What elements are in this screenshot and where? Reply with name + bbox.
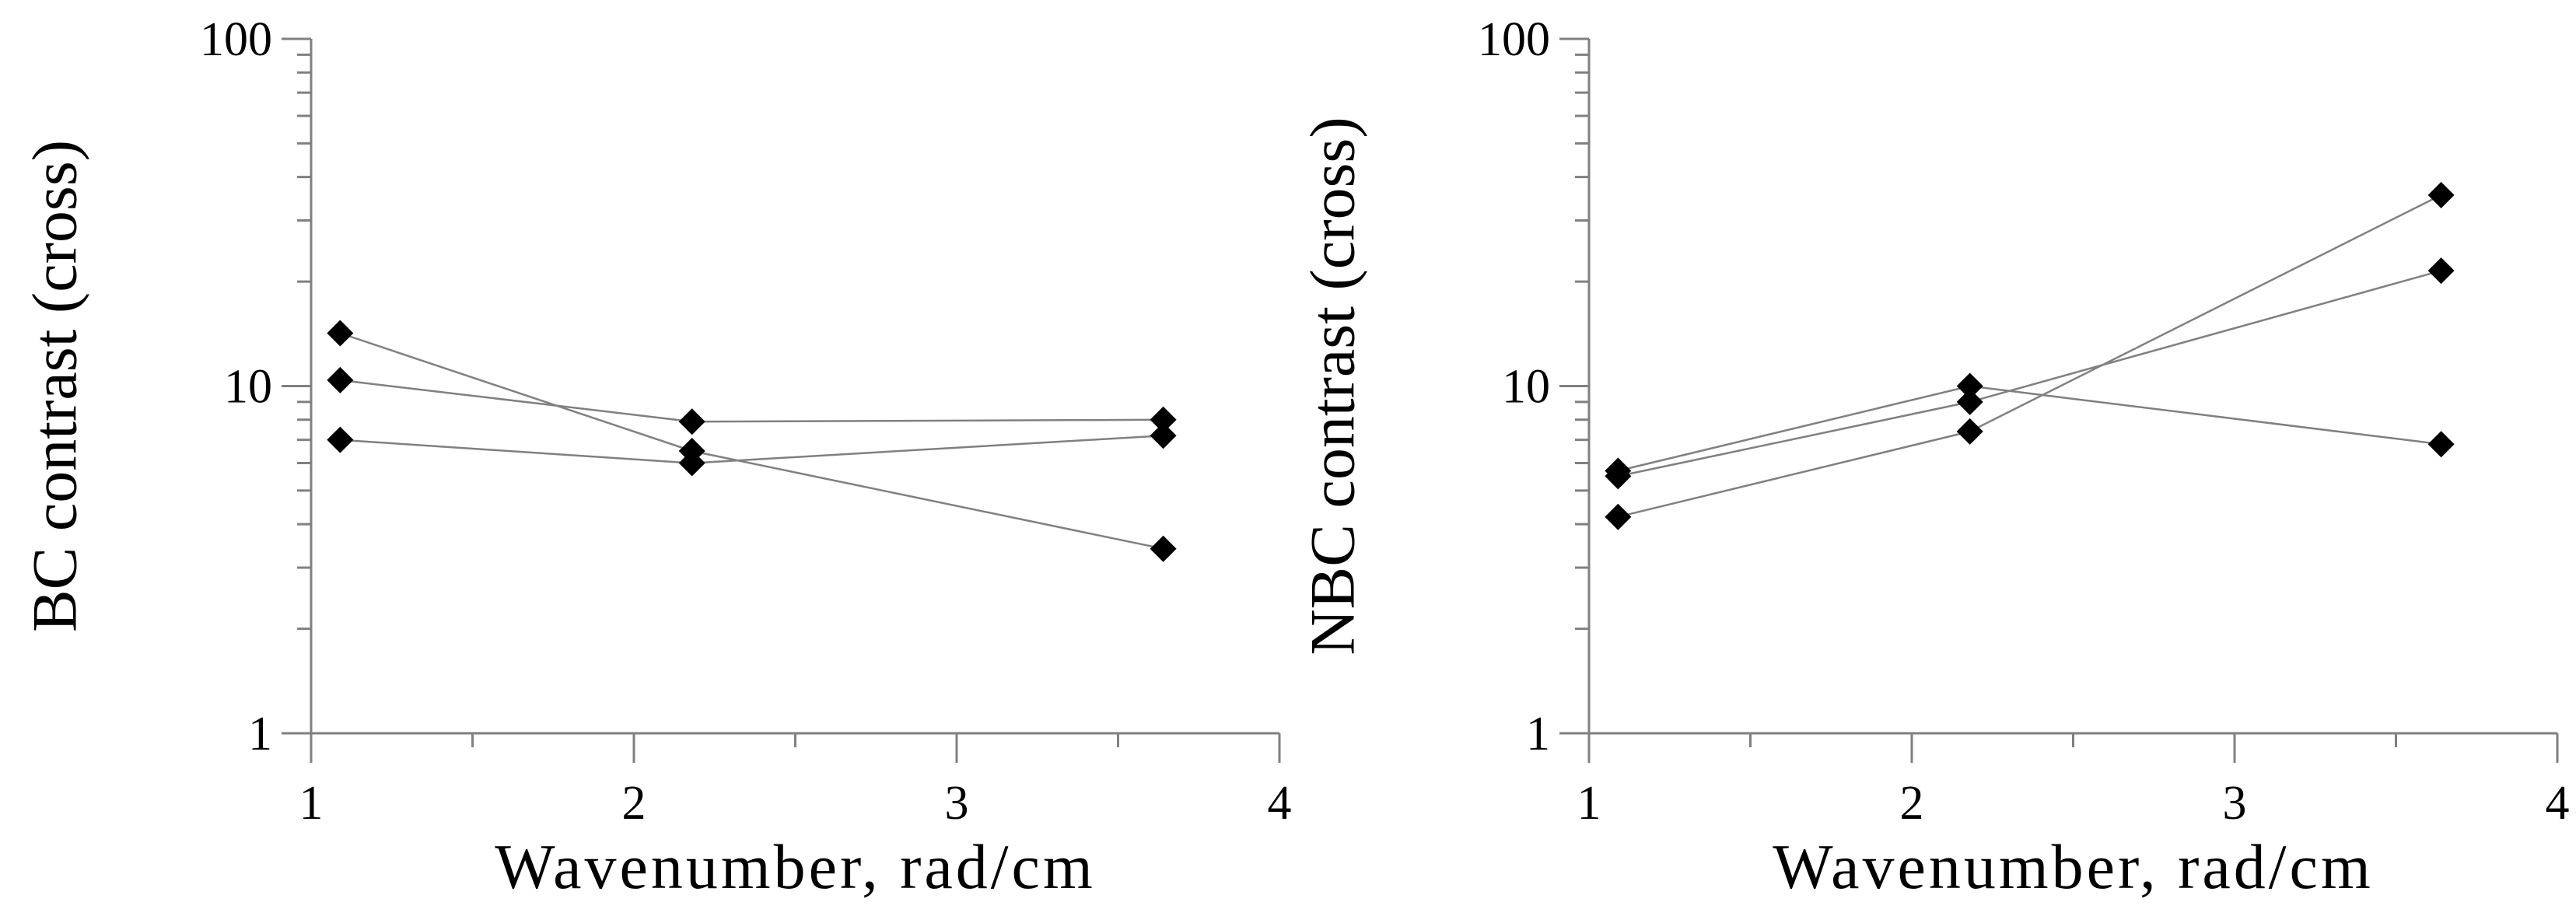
data-point-marker <box>1150 535 1177 562</box>
x-axis-label: Wavenumber, rad/cm <box>1773 831 2373 902</box>
data-point-marker <box>2427 257 2455 285</box>
y-tick-label: 10 <box>1502 361 1550 414</box>
y-axis-label: BC contrast (cross) <box>19 140 90 632</box>
nbc-contrast-panel: 1 10 100 1 2 3 4 Wavenumber, rad/cm NBC contrast… <box>1297 13 2570 902</box>
series-line <box>1618 194 2442 518</box>
series-line <box>340 434 1164 464</box>
y-tick-label: 100 <box>200 13 272 66</box>
series-line <box>340 379 1164 423</box>
x-tick-label: 1 <box>299 777 324 830</box>
data-point-marker <box>678 449 705 477</box>
x-axis-label: Wavenumber, rad/cm <box>495 831 1095 902</box>
series-line <box>1618 385 2441 472</box>
data-point-marker <box>327 366 354 393</box>
data-point-marker <box>2427 181 2455 208</box>
x-tick-label: 4 <box>1268 777 1292 830</box>
x-tick-label: 3 <box>2223 777 2247 830</box>
data-point-marker <box>1605 503 1632 530</box>
x-tick-label: 1 <box>1577 777 1601 830</box>
data-point-marker <box>678 408 705 435</box>
data-point-marker <box>1956 388 1983 415</box>
x-tick-label: 2 <box>1900 777 1924 830</box>
y-axis-label: NBC contrast (cross) <box>1297 117 1368 655</box>
data-point-marker <box>1956 372 1983 400</box>
series-line <box>1618 269 2441 477</box>
data-point-marker <box>1605 457 1632 484</box>
x-tick-label: 3 <box>945 777 969 830</box>
data-point-marker <box>2427 431 2455 458</box>
data-point-marker <box>327 320 354 347</box>
x-tick-label: 2 <box>622 777 646 830</box>
y-tick-label: 10 <box>224 361 272 414</box>
data-point-marker <box>1956 418 1983 445</box>
y-tick-label: 1 <box>248 708 272 760</box>
y-tick-label: 100 <box>1478 13 1550 66</box>
series-line <box>340 332 1164 550</box>
data-point-marker <box>1150 406 1177 433</box>
x-tick-label: 4 <box>2546 777 2570 830</box>
bc-contrast-panel: 1 10 100 1 2 3 4 Wavenumber, rad/cm BC contrast … <box>19 13 1292 902</box>
data-point-marker <box>1150 422 1177 449</box>
y-tick-label: 1 <box>1526 708 1550 760</box>
data-point-marker <box>327 426 354 453</box>
